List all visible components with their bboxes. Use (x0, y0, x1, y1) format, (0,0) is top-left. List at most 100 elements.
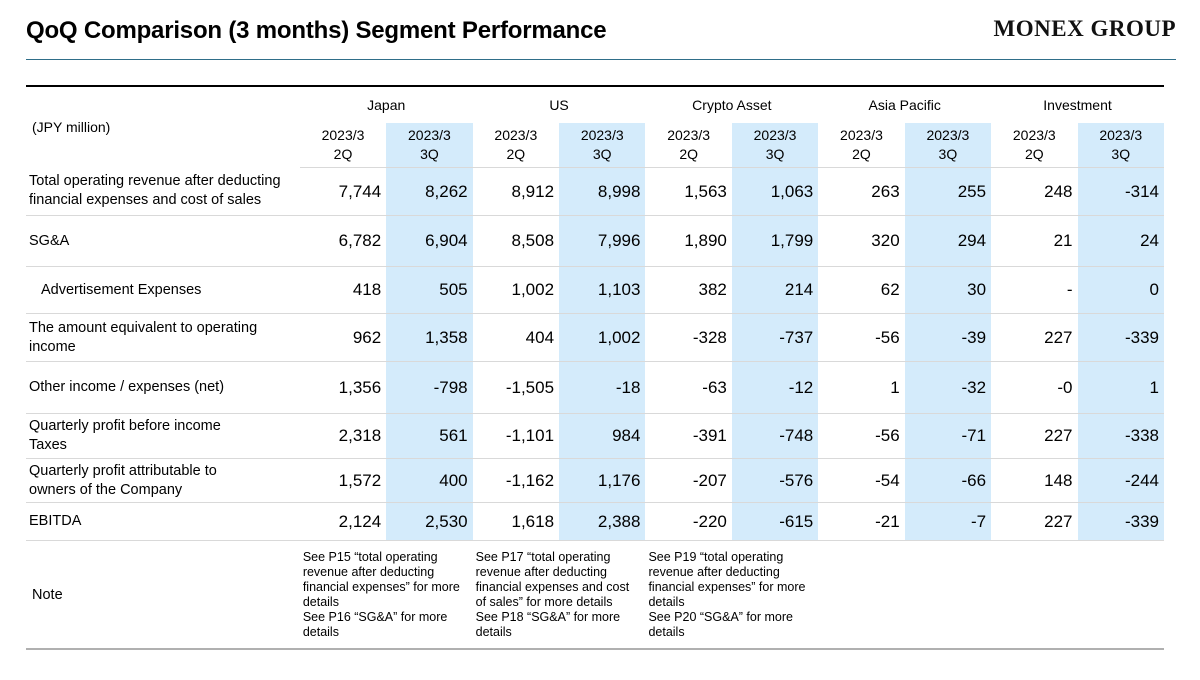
value-cell: 382 (645, 266, 732, 314)
page-title: QoQ Comparison (3 months) Segment Perfor… (26, 17, 607, 44)
value-cell: 7,996 (559, 215, 646, 267)
period-quarter: 3Q (938, 146, 958, 162)
segment-performance-table-container: (JPY million) Japan US Crypto Asset Asia Pa… (26, 85, 1164, 650)
value-cell: -615 (731, 502, 819, 541)
value-cell: 227 (991, 413, 1078, 459)
value-cell: -32 (904, 361, 992, 414)
value-cell: 400 (386, 458, 473, 503)
value-cell: 21 (991, 215, 1078, 267)
value-cell: -56 (818, 313, 905, 362)
value-cell: 294 (904, 215, 992, 267)
value-cell: 255 (904, 167, 992, 216)
period-year: 2023/3 (753, 127, 797, 143)
value-cell: -21 (818, 502, 905, 541)
value-cell: -737 (731, 313, 819, 362)
value-cell: 1,572 (299, 458, 387, 503)
value-cell: -338 (1077, 413, 1164, 459)
value-cell: -339 (1077, 502, 1164, 541)
value-cell: -56 (818, 413, 905, 459)
value-cell: 404 (472, 313, 560, 362)
value-cell: 1 (1077, 361, 1164, 414)
period-quarter: 2Q (679, 146, 698, 162)
period-header: 2023/3 3Q (731, 123, 819, 168)
value-cell: 320 (818, 215, 905, 267)
value-cell: 1,356 (299, 361, 387, 414)
value-cell: 1,618 (472, 502, 560, 541)
value-cell: 1,799 (731, 215, 819, 267)
value-cell: -339 (1077, 313, 1164, 362)
period-year: 2023/3 (667, 127, 711, 143)
value-cell: 1 (818, 361, 905, 414)
table-row: Advertisement Expenses 418 505 1,002 1,103 38… (26, 266, 1164, 314)
period-year: 2023/3 (408, 127, 451, 143)
table-row: Quarterly profit before income Taxes 2,31… (26, 413, 1164, 459)
segment-header: US (472, 85, 646, 123)
value-cell: 1,176 (559, 458, 646, 503)
note-text (818, 540, 992, 650)
segment-header: Investment (991, 85, 1164, 123)
value-cell: -748 (731, 413, 819, 459)
value-cell: 8,912 (472, 167, 560, 216)
value-cell: 984 (559, 413, 646, 459)
table-row: SG&A 6,782 6,904 8,508 7,996 1,890 1,799 320 294… (26, 215, 1164, 267)
value-cell: -207 (645, 458, 732, 503)
value-cell: -220 (645, 502, 732, 541)
value-cell: 263 (818, 167, 905, 216)
segment-header: Asia Pacific (818, 85, 992, 123)
row-label: Advertisement Expenses (26, 266, 300, 314)
value-cell: -244 (1077, 458, 1164, 503)
note-row: Note See P15 “total operating revenue aft… (26, 540, 1164, 650)
note-text: See P15 “total operating revenue after d… (299, 540, 473, 650)
value-cell: 1,063 (731, 167, 819, 216)
value-cell: 227 (991, 313, 1078, 362)
segment-header: Japan (299, 85, 473, 123)
value-cell: 8,262 (386, 167, 473, 216)
segment-performance-table: (JPY million) Japan US Crypto Asset Asia Pa… (26, 85, 1164, 650)
value-cell: 1,103 (559, 266, 646, 314)
period-year: 2023/3 (840, 127, 883, 143)
row-label: Total operating revenue after deducting … (26, 167, 300, 216)
period-quarter: 3Q (765, 146, 785, 162)
value-cell: -71 (904, 413, 992, 459)
value-cell: 561 (386, 413, 473, 459)
value-cell: -12 (731, 361, 819, 414)
period-quarter: 3Q (592, 146, 612, 162)
period-quarter: 2Q (333, 146, 353, 162)
value-cell: 2,388 (559, 502, 646, 541)
table-body: Total operating revenue after deducting … (26, 167, 1164, 650)
value-cell: 1,002 (472, 266, 560, 314)
period-header: 2023/3 2Q (299, 123, 387, 168)
value-cell: 0 (1077, 266, 1164, 314)
value-cell: 148 (991, 458, 1078, 503)
row-label: Other income / expenses (net) (26, 361, 300, 414)
value-cell: -54 (818, 458, 905, 503)
row-label: SG&A (26, 215, 300, 267)
period-quarter: 3Q (1111, 146, 1131, 162)
period-year: 2023/3 (321, 127, 365, 143)
row-label: The amount equivalent to operating incom… (26, 313, 300, 362)
value-cell: -18 (559, 361, 646, 414)
row-label: EBITDA (26, 502, 300, 541)
value-cell: 2,124 (299, 502, 387, 541)
table-row: Quarterly profit attributable to owners … (26, 458, 1164, 503)
period-header: 2023/3 2Q (472, 123, 560, 168)
period-header: 2023/3 2Q (645, 123, 732, 168)
value-cell: 1,358 (386, 313, 473, 362)
period-year: 2023/3 (1099, 127, 1143, 143)
value-cell: 8,998 (559, 167, 646, 216)
value-cell: - (991, 266, 1078, 314)
note-label: Note (26, 540, 300, 650)
value-cell: 62 (818, 266, 905, 314)
table-row: Total operating revenue after deducting … (26, 167, 1164, 216)
period-year: 2023/3 (494, 127, 538, 143)
value-cell: 248 (991, 167, 1078, 216)
period-year: 2023/3 (926, 127, 970, 143)
value-cell: 2,318 (299, 413, 387, 459)
period-header: 2023/3 3Q (904, 123, 992, 168)
period-header: 2023/3 3Q (386, 123, 473, 168)
period-quarter: 2Q (852, 146, 871, 162)
segment-header-row: (JPY million) Japan US Crypto Asset Asia Pa… (26, 85, 1164, 168)
value-cell: 2,530 (386, 502, 473, 541)
value-cell: -63 (645, 361, 732, 414)
segment-header: Crypto Asset (645, 85, 819, 123)
